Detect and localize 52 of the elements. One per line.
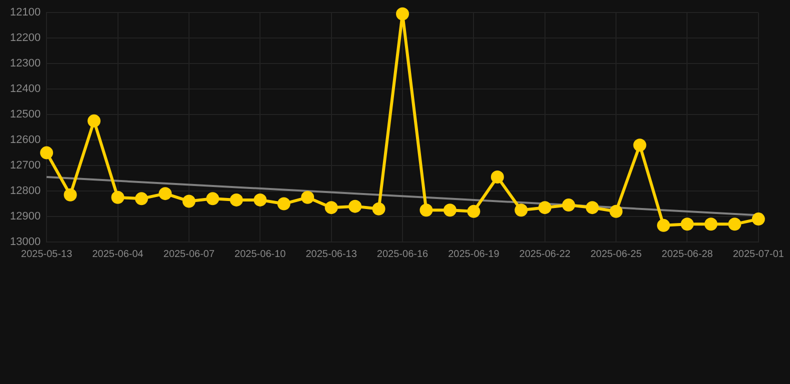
x-tick-label: 2025-06-25 [590,248,642,260]
point [704,218,718,231]
y-tick-label: 12800 [10,185,41,198]
x-tick-label: 2025-06-13 [306,248,358,260]
point [301,190,314,204]
point [728,218,742,231]
point [111,190,124,204]
point [372,202,386,216]
x-tick-label: 2025-06-28 [662,248,714,260]
point [230,193,243,206]
y-tick-label: 12200 [10,32,41,44]
point [752,212,765,226]
y-tick-label: 12900 [10,210,41,223]
x-tick-label: 2025-06-16 [376,248,429,260]
point [40,146,54,160]
point [562,198,576,212]
point [467,204,480,218]
point [586,201,599,214]
y-tick-label: 12400 [10,83,41,96]
point [490,170,504,184]
point [443,204,456,217]
y-tick-label: 12100 [10,6,41,19]
y-tick-label: 12500 [10,108,41,121]
point [633,138,646,152]
point [64,188,77,202]
point [514,204,528,217]
y-tick-label: 12700 [10,160,41,172]
point [538,201,552,214]
x-tick-label: 2025-06-04 [92,248,144,260]
point [680,218,694,231]
point [135,192,148,206]
x-tick-label: 2025-07-01 [732,248,784,260]
point [610,204,623,218]
point [324,201,338,214]
point [88,114,101,128]
x-tick-label: 2025-05-13 [21,248,73,260]
point [396,7,410,20]
y-tick-label: 12600 [10,134,41,146]
x-tick-label: 2025-06-19 [448,248,500,260]
point [348,200,362,213]
y-tick-label: 12300 [10,58,41,70]
point [277,197,290,210]
y-tick-label: 13000 [10,236,41,248]
point [254,193,267,206]
x-tick-label: 2025-06-07 [163,248,215,260]
point [657,218,670,232]
x-tick-label: 2025-06-10 [234,248,286,260]
point [206,192,220,206]
x-tick-label: 2025-06-22 [519,248,571,260]
point [420,204,433,217]
point [158,187,172,200]
point [182,194,196,208]
